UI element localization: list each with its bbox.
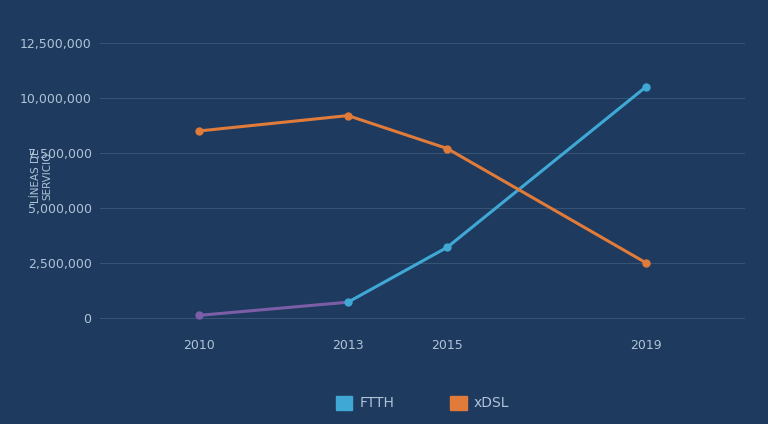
Text: LÍNEAS DE
SERVICIO: LÍNEAS DE SERVICIO [31, 149, 52, 203]
Legend: FTTH, xDSL: FTTH, xDSL [336, 396, 509, 410]
